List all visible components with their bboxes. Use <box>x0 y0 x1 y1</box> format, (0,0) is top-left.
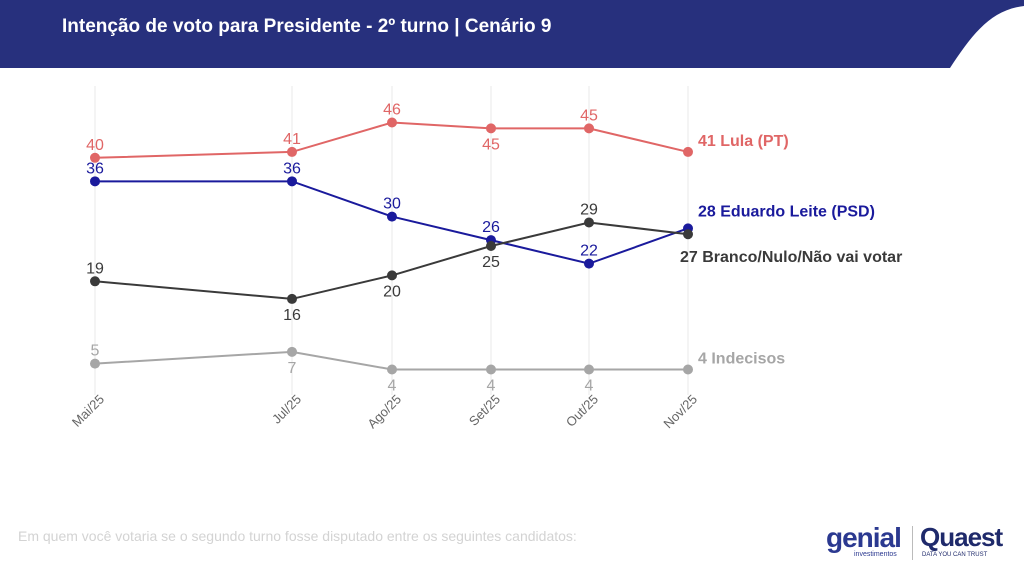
genial-logo: genial <box>826 522 902 553</box>
header-banner: Intenção de voto para Presidente - 2º tu… <box>0 0 1024 68</box>
data-label-lula: 45 <box>580 107 598 124</box>
end-label-branco: 27 Branco/Nulo/Não vai votar <box>680 249 902 266</box>
data-label-branco: 20 <box>383 283 401 300</box>
data-label-leite: 26 <box>482 219 500 236</box>
point-branco <box>90 276 100 287</box>
point-indecisos <box>90 358 100 369</box>
point-lula <box>387 117 397 128</box>
header-background <box>0 0 1024 68</box>
point-leite <box>387 211 397 222</box>
point-indecisos <box>486 364 496 375</box>
x-tick-label: Ago/25 <box>364 392 404 432</box>
point-branco <box>683 229 693 240</box>
data-label-indecisos: 5 <box>91 343 100 360</box>
x-tick-label: Mai/25 <box>69 392 107 430</box>
chart-footnote: Em quem você votaria se o segundo turno … <box>18 528 577 544</box>
data-label-lula: 45 <box>482 136 500 153</box>
series-line-branco <box>94 221 689 300</box>
data-label-indecisos: 4 <box>487 377 496 394</box>
x-tick-label: Out/25 <box>563 392 601 430</box>
x-tick-label: Set/25 <box>466 392 503 429</box>
data-label-leite: 36 <box>86 160 104 177</box>
data-label-branco: 25 <box>482 254 500 271</box>
point-indecisos <box>683 364 693 375</box>
data-label-leite: 30 <box>383 196 401 213</box>
x-tick-label: Jul/25 <box>269 392 304 427</box>
page-title: Intenção de voto para Presidente - 2º tu… <box>62 16 552 37</box>
data-label-indecisos: 4 <box>585 377 594 394</box>
quaest-logo-subtitle: DATA YOU CAN TRUST <box>922 552 988 558</box>
series-line-leite <box>95 180 689 265</box>
series-line-lula <box>94 121 689 159</box>
data-label-branco: 16 <box>283 307 301 324</box>
logos: genial investimentos Quaest DATA YOU CAN… <box>822 520 1012 564</box>
logo-divider <box>912 526 913 560</box>
data-label-indecisos: 4 <box>388 377 397 394</box>
data-label-indecisos: 7 <box>288 360 297 377</box>
series-line-indecisos <box>94 350 688 371</box>
x-tick-label: Nov/25 <box>660 392 700 432</box>
data-label-lula: 46 <box>383 102 401 119</box>
data-label-leite: 36 <box>283 160 301 177</box>
data-label-leite: 22 <box>580 243 598 260</box>
quaest-logo: Quaest <box>920 522 1003 552</box>
point-branco <box>584 217 594 228</box>
point-leite <box>90 176 100 187</box>
end-label-indecisos: 4 Indecisos <box>698 350 785 367</box>
point-lula <box>683 146 693 157</box>
point-indecisos <box>287 346 297 357</box>
point-indecisos <box>387 364 397 375</box>
point-leite <box>287 176 297 187</box>
point-lula <box>584 123 594 134</box>
data-label-lula: 41 <box>283 131 301 148</box>
data-label-branco: 19 <box>86 260 104 277</box>
data-label-lula: 40 <box>86 137 104 154</box>
point-branco <box>287 293 297 304</box>
genial-logo-subtitle: investimentos <box>854 551 897 558</box>
end-label-leite: 28 Eduardo Leite (PSD) <box>698 203 875 220</box>
point-branco <box>486 241 496 251</box>
data-label-branco: 29 <box>580 201 598 218</box>
point-indecisos <box>584 364 594 375</box>
point-lula <box>287 146 297 157</box>
point-lula <box>90 152 100 163</box>
point-lula <box>486 123 496 134</box>
end-label-lula: 41 Lula (PT) <box>698 133 789 150</box>
point-leite <box>584 258 594 269</box>
point-branco <box>387 270 397 281</box>
